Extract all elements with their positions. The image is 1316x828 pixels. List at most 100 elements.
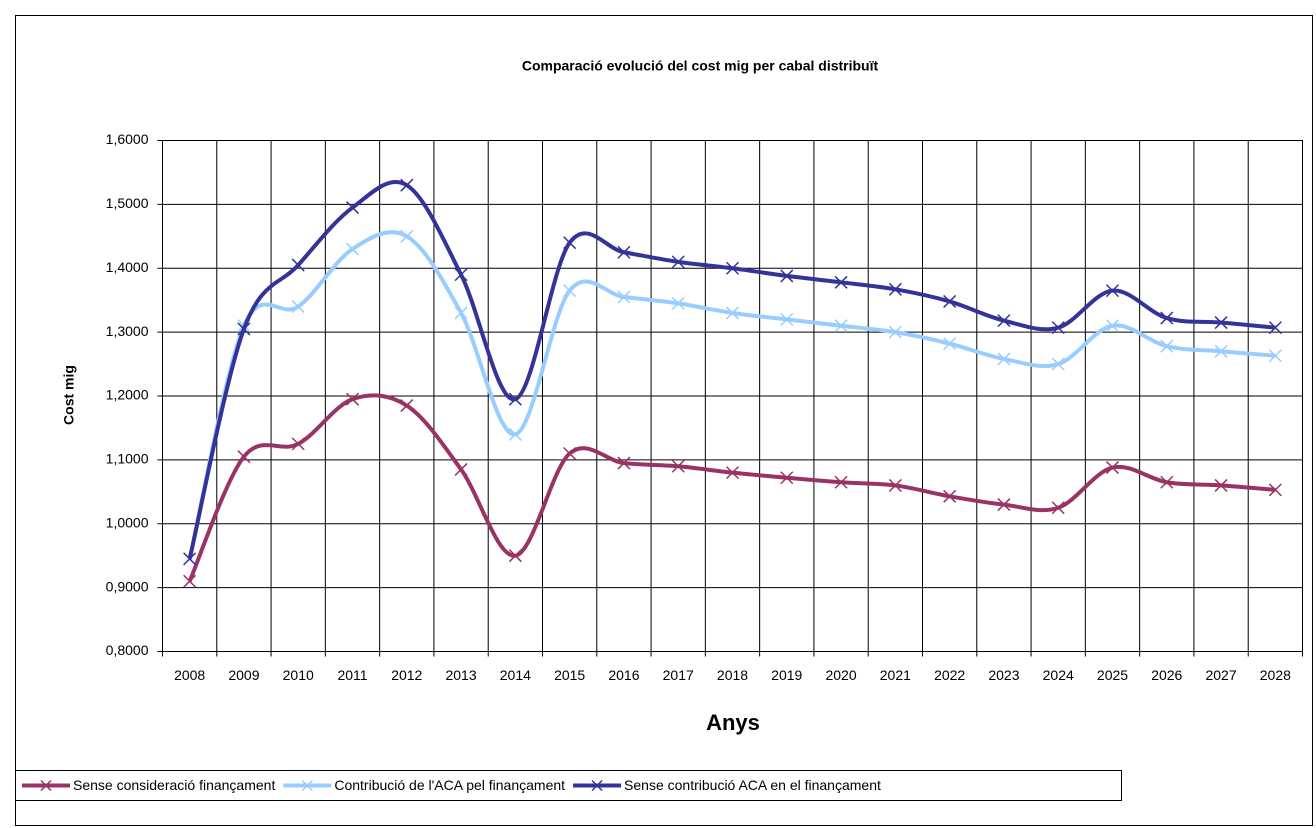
x-tick-label: 2008 bbox=[174, 667, 205, 683]
data-marker bbox=[345, 201, 360, 215]
data-marker bbox=[834, 319, 848, 333]
data-marker bbox=[563, 236, 577, 250]
data-marker bbox=[997, 314, 1011, 328]
y-tick-label: 0,8000 bbox=[106, 642, 149, 658]
x-tick-label: 2010 bbox=[283, 667, 314, 683]
x-tick-label: 2014 bbox=[500, 667, 531, 683]
x-tick-label: 2021 bbox=[880, 667, 911, 683]
data-marker bbox=[291, 300, 305, 314]
legend-marker bbox=[591, 779, 603, 792]
y-tick-label: 1,1000 bbox=[106, 451, 149, 467]
data-marker bbox=[780, 471, 794, 485]
x-tick-label: 2016 bbox=[608, 667, 639, 683]
y-tick-label: 1,0000 bbox=[106, 514, 149, 530]
x-axis-title: Anys bbox=[706, 710, 760, 735]
legend-label: Sense consideració finançament bbox=[73, 777, 275, 793]
data-marker bbox=[617, 456, 631, 470]
x-tick-label: 2015 bbox=[554, 667, 585, 683]
data-marker bbox=[834, 475, 848, 489]
data-marker bbox=[1160, 311, 1174, 325]
x-tick-label: 2027 bbox=[1205, 667, 1236, 683]
data-marker bbox=[1105, 461, 1120, 475]
x-tick-label: 2025 bbox=[1097, 667, 1128, 683]
legend-label: Contribució de l'ACA pel finançament bbox=[334, 777, 565, 793]
x-tick-label: 2017 bbox=[663, 667, 694, 683]
data-marker bbox=[671, 459, 685, 473]
data-marker bbox=[1051, 501, 1065, 515]
x-tick-label: 2012 bbox=[391, 667, 422, 683]
chart-title: Comparació evolució del cost mig per cab… bbox=[522, 58, 879, 74]
data-marker bbox=[617, 290, 631, 304]
data-marker bbox=[563, 446, 577, 461]
x-tick-label: 2013 bbox=[445, 667, 476, 683]
data-marker bbox=[1268, 321, 1282, 335]
data-marker bbox=[671, 296, 685, 310]
data-marker bbox=[345, 392, 360, 406]
data-marker bbox=[1051, 357, 1065, 371]
legend bbox=[15, 770, 1122, 801]
data-marker bbox=[1160, 339, 1174, 353]
data-marker bbox=[454, 268, 468, 282]
data-marker bbox=[291, 437, 305, 451]
data-marker bbox=[400, 229, 414, 243]
x-tick-label: 2022 bbox=[934, 667, 965, 683]
series-line bbox=[187, 180, 1276, 560]
data-marker bbox=[1268, 349, 1282, 363]
data-marker bbox=[508, 392, 522, 406]
data-marker bbox=[1051, 321, 1065, 335]
series-line bbox=[187, 230, 1276, 560]
data-marker bbox=[237, 450, 251, 464]
y-tick-label: 1,3000 bbox=[106, 323, 149, 339]
x-tick-label: 2018 bbox=[717, 667, 748, 683]
data-marker bbox=[888, 325, 902, 339]
data-marker bbox=[997, 352, 1011, 366]
y-tick-label: 1,5000 bbox=[106, 195, 149, 211]
data-marker bbox=[997, 498, 1011, 512]
data-marker bbox=[888, 282, 902, 296]
x-tick-label: 2011 bbox=[337, 667, 367, 683]
data-marker bbox=[834, 275, 848, 289]
data-marker bbox=[237, 322, 251, 336]
data-marker bbox=[345, 242, 360, 256]
legend-label: Sense contribució ACA en el finançament bbox=[624, 777, 881, 793]
data-marker bbox=[508, 427, 522, 441]
x-tick-label: 2009 bbox=[228, 667, 259, 683]
data-marker bbox=[617, 245, 631, 259]
x-tick-label: 2026 bbox=[1151, 667, 1182, 683]
x-tick-label: 2023 bbox=[988, 667, 1019, 683]
data-marker bbox=[725, 466, 740, 480]
data-marker bbox=[780, 269, 794, 283]
y-tick-label: 1,6000 bbox=[106, 131, 149, 147]
x-tick-label: 2020 bbox=[825, 667, 856, 683]
legend-marker bbox=[301, 779, 313, 792]
y-tick-label: 1,2000 bbox=[106, 387, 149, 403]
data-marker bbox=[1214, 344, 1228, 358]
legend-marker bbox=[40, 779, 52, 792]
data-marker bbox=[943, 489, 957, 503]
data-marker bbox=[725, 261, 740, 275]
data-marker bbox=[291, 258, 305, 272]
data-marker bbox=[1214, 478, 1228, 492]
data-marker bbox=[563, 284, 577, 298]
data-marker bbox=[671, 255, 685, 269]
data-marker bbox=[1105, 319, 1120, 333]
data-marker bbox=[1105, 284, 1120, 298]
data-marker bbox=[454, 462, 468, 476]
data-marker bbox=[943, 294, 957, 308]
data-marker bbox=[183, 574, 197, 588]
data-marker bbox=[780, 312, 794, 326]
data-marker bbox=[943, 337, 957, 351]
data-marker bbox=[183, 552, 197, 566]
y-tick-label: 0,9000 bbox=[106, 578, 149, 594]
data-marker bbox=[400, 399, 414, 413]
data-marker bbox=[1214, 316, 1228, 330]
data-marker bbox=[454, 306, 468, 320]
data-marker bbox=[400, 178, 414, 192]
data-marker bbox=[508, 549, 522, 563]
data-marker bbox=[725, 306, 740, 320]
x-tick-label: 2019 bbox=[771, 667, 802, 683]
y-tick-label: 1,4000 bbox=[106, 259, 149, 275]
y-axis-title: Cost mig bbox=[61, 365, 77, 425]
data-marker bbox=[1268, 483, 1282, 497]
